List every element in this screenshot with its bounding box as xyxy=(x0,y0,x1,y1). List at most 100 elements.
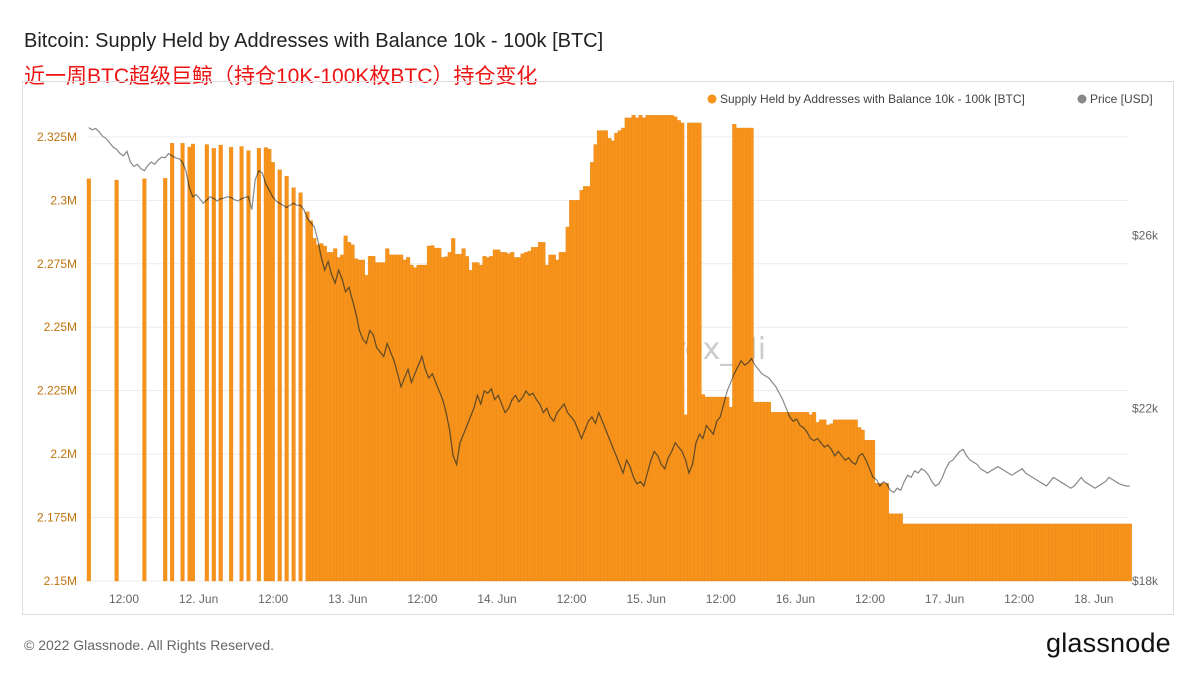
supply-bar xyxy=(923,523,928,582)
supply-bar xyxy=(655,115,660,582)
supply-bar xyxy=(142,178,147,582)
supply-bar xyxy=(416,264,421,582)
supply-bar xyxy=(784,412,789,582)
supply-bar xyxy=(947,523,952,582)
supply-bar xyxy=(881,483,886,582)
y-left-tick-label: 2.225M xyxy=(37,384,77,398)
supply-bar xyxy=(298,192,303,582)
supply-bar xyxy=(336,257,341,582)
supply-bar xyxy=(378,262,383,582)
supply-bar xyxy=(648,115,654,582)
supply-bar xyxy=(836,419,841,582)
supply-bar xyxy=(180,143,185,582)
supply-bar xyxy=(898,513,903,582)
supply-bar xyxy=(989,523,994,582)
supply-bar xyxy=(773,412,778,582)
supply-bar xyxy=(211,148,216,582)
supply-bar xyxy=(739,127,744,582)
supply-bar xyxy=(1013,523,1018,582)
supply-bar xyxy=(1048,523,1053,582)
supply-bar xyxy=(1124,523,1129,582)
supply-bar xyxy=(878,483,883,582)
supply-bar xyxy=(825,424,830,582)
supply-bar xyxy=(725,396,730,582)
x-tick-label: 12:00 xyxy=(407,592,437,606)
supply-bar xyxy=(930,523,935,582)
supply-bar xyxy=(1110,523,1115,582)
supply-bar xyxy=(263,147,268,582)
supply-bar xyxy=(916,523,921,582)
supply-bar xyxy=(485,257,490,582)
supply-bar xyxy=(513,257,518,582)
supply-bar xyxy=(669,115,674,582)
supply-bar xyxy=(888,513,893,582)
supply-bar xyxy=(374,262,379,582)
supply-bar xyxy=(190,143,195,582)
supply-bar xyxy=(760,401,765,582)
supply-bar xyxy=(329,252,334,582)
supply-bar xyxy=(770,412,775,582)
supply-bar xyxy=(697,122,702,582)
supply-bar xyxy=(735,127,740,582)
supply-bar xyxy=(992,523,997,582)
supply-bar xyxy=(815,422,820,582)
supply-bar xyxy=(1044,523,1049,582)
supply-bar xyxy=(1041,523,1046,582)
supply-bar xyxy=(478,264,483,582)
supply-bar xyxy=(315,244,320,582)
supply-bar xyxy=(628,117,633,582)
chart-title: Bitcoin: Supply Held by Addresses with B… xyxy=(24,30,604,52)
x-tick-label: 16. Jun xyxy=(776,592,815,606)
supply-bar xyxy=(937,523,942,582)
supply-bar xyxy=(954,523,959,582)
supply-bar xyxy=(440,257,445,582)
supply-bar xyxy=(1020,523,1025,582)
supply-bar xyxy=(694,122,699,582)
supply-bar xyxy=(603,130,608,582)
supply-bar xyxy=(204,144,209,582)
supply-bar xyxy=(683,414,688,582)
supply-bar xyxy=(413,267,418,582)
supply-bar xyxy=(308,220,313,582)
supply-bar xyxy=(579,190,584,582)
supply-bar xyxy=(905,523,910,582)
y-left-tick-label: 2.15M xyxy=(44,574,77,588)
supply-bar xyxy=(1051,523,1056,582)
supply-bar xyxy=(472,262,477,582)
supply-bar xyxy=(749,127,754,582)
supply-bar xyxy=(1086,523,1091,582)
x-tick-label: 12:00 xyxy=(109,592,139,606)
supply-bar xyxy=(1103,523,1108,582)
supply-bar xyxy=(787,412,792,582)
supply-bar xyxy=(874,483,879,582)
supply-bar xyxy=(975,523,980,582)
supply-bar xyxy=(742,127,747,582)
supply-bar xyxy=(447,252,452,582)
supply-bar xyxy=(857,427,862,582)
legend-swatch-supply xyxy=(707,94,717,104)
supply-bar xyxy=(957,523,962,582)
supply-bar xyxy=(409,264,414,582)
x-tick-label: 12:00 xyxy=(258,592,288,606)
supply-bar xyxy=(246,150,251,582)
x-tick-label: 17. Jun xyxy=(925,592,964,606)
x-tick-label: 14. Jun xyxy=(477,592,516,606)
supply-bar xyxy=(583,186,588,582)
supply-bar xyxy=(322,245,327,582)
supply-bar xyxy=(499,252,504,582)
supply-bar xyxy=(1068,523,1073,582)
supply-bar xyxy=(1075,523,1080,582)
x-tick-label: 12:00 xyxy=(855,592,885,606)
supply-bar xyxy=(454,253,459,582)
supply-bar xyxy=(360,259,366,582)
supply-bar xyxy=(832,419,837,582)
supply-bar xyxy=(1002,523,1007,582)
x-tick-label: 12:00 xyxy=(557,592,587,606)
supply-bar xyxy=(638,115,643,582)
supply-bar xyxy=(707,396,713,582)
supply-bar xyxy=(794,412,799,582)
y-left-tick-label: 2.25M xyxy=(44,320,77,334)
supply-bar xyxy=(305,211,310,582)
supply-bar xyxy=(596,130,601,582)
y-left-tick-label: 2.2M xyxy=(50,447,77,461)
